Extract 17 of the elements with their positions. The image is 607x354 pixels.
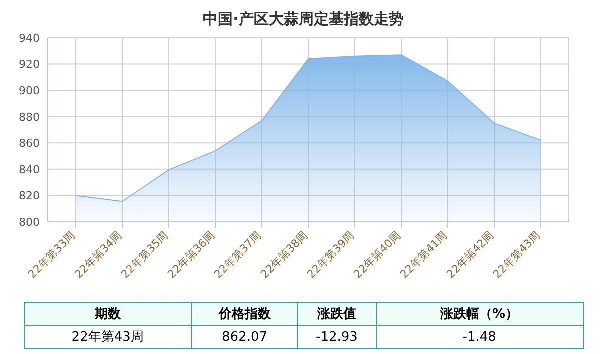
- text: 价格指数: [192, 302, 298, 326]
- y-tick-label: 820: [19, 190, 40, 203]
- text: 期数: [24, 302, 192, 326]
- text: 862.07: [192, 326, 298, 348]
- y-tick-label: 840: [19, 163, 40, 176]
- text: -12.93: [298, 326, 376, 348]
- text: -1.48: [376, 326, 583, 348]
- text: 涨跌幅（%）: [376, 302, 583, 326]
- y-tick-label: 900: [19, 84, 40, 98]
- y-tick-label: 940: [19, 32, 40, 45]
- y-tick-label: 800: [19, 216, 40, 229]
- text: 22年第43周: [24, 326, 192, 348]
- y-tick-label: 860: [19, 137, 40, 150]
- y-tick-label: 920: [19, 58, 40, 72]
- text: 涨跌值: [298, 302, 376, 326]
- chart-title: 中国·产区大蒜周定基指数走势: [202, 9, 405, 30]
- y-tick-label: 880: [19, 110, 40, 124]
